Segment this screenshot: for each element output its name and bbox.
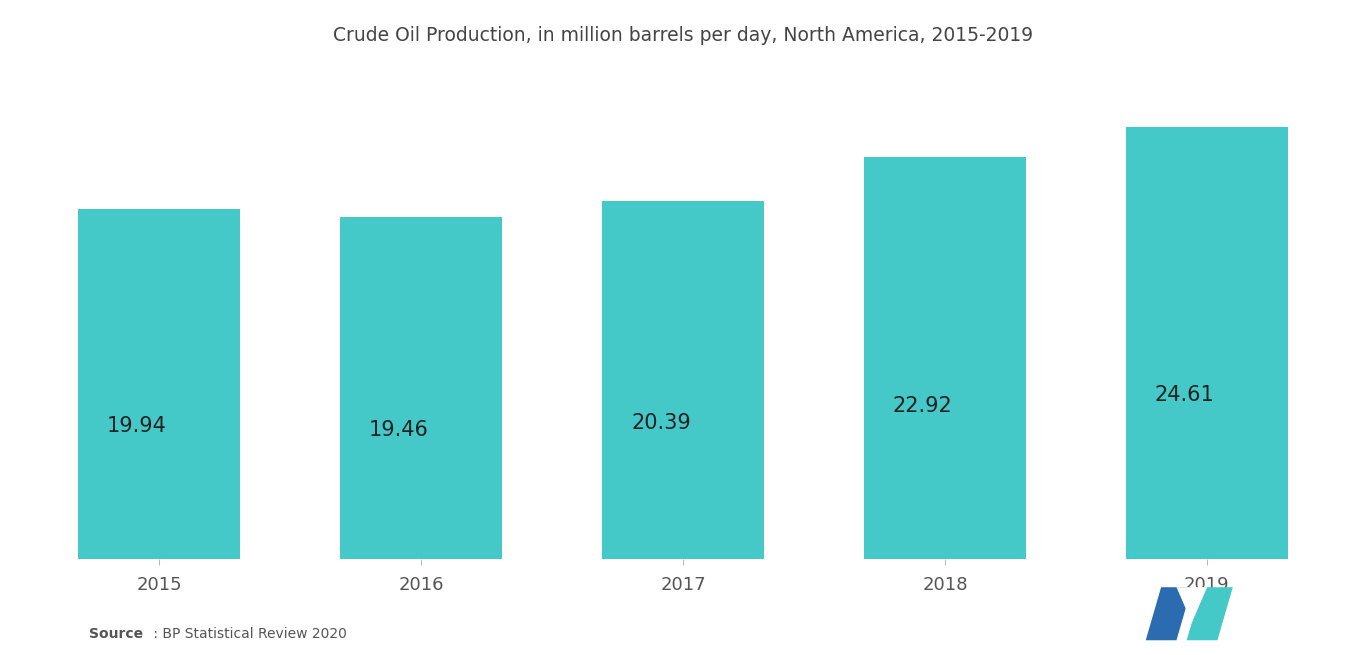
Bar xyxy=(1126,127,1288,559)
Text: : BP Statistical Review 2020: : BP Statistical Review 2020 xyxy=(149,627,347,641)
Text: 19.46: 19.46 xyxy=(369,419,429,440)
Text: 19.94: 19.94 xyxy=(107,417,167,436)
Bar xyxy=(863,157,1026,559)
Polygon shape xyxy=(1187,588,1233,641)
Polygon shape xyxy=(1146,588,1191,641)
Polygon shape xyxy=(1176,588,1208,622)
Bar xyxy=(340,217,503,559)
Text: 22.92: 22.92 xyxy=(893,396,952,417)
Bar xyxy=(602,201,764,559)
Text: Source: Source xyxy=(89,627,143,641)
Text: Crude Oil Production, in million barrels per day, North America, 2015-2019: Crude Oil Production, in million barrels… xyxy=(333,26,1033,45)
Text: 24.61: 24.61 xyxy=(1154,385,1214,405)
Text: 20.39: 20.39 xyxy=(631,413,691,434)
Bar xyxy=(78,209,240,559)
